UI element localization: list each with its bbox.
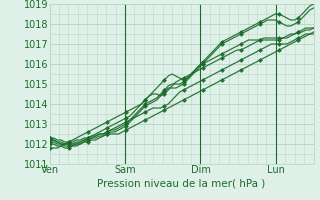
X-axis label: Pression niveau de la mer( hPa ): Pression niveau de la mer( hPa ) (98, 178, 266, 188)
